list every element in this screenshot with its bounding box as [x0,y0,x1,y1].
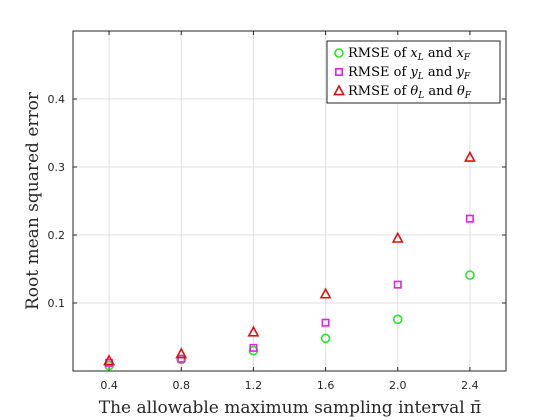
x-tick-label: 0.8 [173,379,191,392]
x-tick-label: 1.6 [317,379,335,392]
data-point-triangle [103,354,116,366]
y-axis-title: Root mean squared error [23,91,43,310]
data-point-square [393,280,402,289]
data-marks [103,150,476,371]
x-tick-label: 0.4 [100,379,118,392]
x-tick-label: 2.0 [389,379,407,392]
data-point-triangle [319,287,332,299]
legend-marker-triangle [333,84,345,96]
data-point-circle [320,333,331,344]
legend-label: RMSE of θL and θF [348,84,472,101]
plot-frame [72,30,507,372]
y-tick-label: 0.2 [48,229,66,242]
data-point-circle [465,270,475,280]
legend-marker-square [334,68,343,77]
y-tick-label: 0.4 [48,93,66,106]
legend: RMSE of xL and xF RMSE of yL and yF RMSE o… [326,40,501,104]
data-point-square [465,214,474,223]
data-point-triangle [175,347,188,359]
legend-marker-circle [334,48,344,58]
legend-box [326,40,501,104]
data-point-square [249,343,258,352]
data-point-triangle [247,325,260,337]
x-axis-title: The allowable maximum sampling interval … [99,398,481,418]
legend-label: RMSE of yL and yF [348,65,471,82]
y-tick-label: 0.1 [48,297,66,310]
legend-label: RMSE of xL and xF [348,46,471,63]
y-tick-label: 0.3 [48,161,66,174]
x-tick-label: 2.4 [461,379,479,392]
data-point-triangle [391,231,404,243]
data-point-triangle [463,150,476,162]
axis-ticks: 0.4 0.8 1.2 1.6 2.0 2.4 0.1 0.2 0.3 0.4 [48,31,506,392]
data-point-circle [392,314,403,325]
x-tick-label: 1.2 [245,379,263,392]
data-point-square [321,318,330,327]
data-point-square [177,354,186,363]
